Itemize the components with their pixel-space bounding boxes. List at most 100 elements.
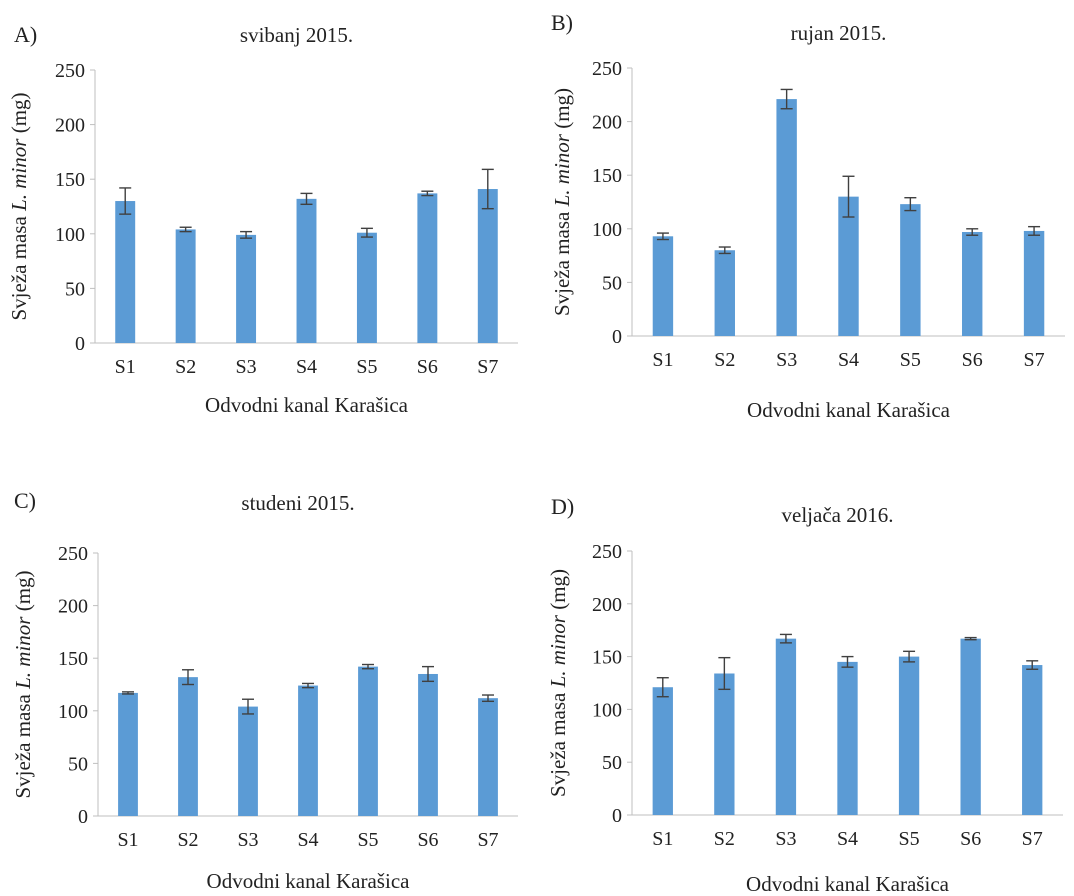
y-tick-label: 100 [592,219,622,241]
bar [236,234,257,343]
x-tick-label: S2 [714,349,735,371]
x-tick-label: S7 [477,356,498,378]
x-axis-label: Odvodni kanal Karašica [205,393,409,417]
chart-panel-c: C) studeni 2015. 0 50 100 150 200 250 S1 S2 S3 S4 S5… [0,448,537,896]
y-tick-label: 50 [602,752,622,774]
bar [417,193,438,343]
y-tick-label: 250 [58,543,88,565]
x-tick-label: S5 [357,829,378,851]
chart-svg: D) veljača 2016. 0 50 100 150 200 250 S1 S2 S3 S4 S5… [546,494,1063,896]
y-axis-label-unit: (mg) [11,570,35,616]
y-tick-label: 50 [68,753,88,775]
chart-panel-b: B) rujan 2015. 0 50 100 150 200 250 S1 S2 S3 S4 S5 S6… [537,0,1074,448]
y-axis-label-prefix: Svježa masa [11,689,35,799]
y-axis-label-prefix: Svježa masa [7,211,31,321]
panel-label: A) [14,22,37,47]
x-tick-label: S7 [1024,349,1045,371]
x-tick-label: S5 [356,356,377,378]
y-tick-label: 150 [55,169,85,191]
bar [652,236,674,336]
bar [962,232,983,336]
y-tick-label: 100 [55,224,85,246]
y-tick-label: 200 [58,596,88,618]
y-axis-label-species: L. minor [7,138,31,212]
x-tick-label: S5 [899,828,920,850]
x-tick-label: S4 [837,828,858,850]
y-tick-label: 150 [58,648,88,670]
x-tick-label: S2 [714,828,735,850]
y-axis-label: Svježa masa L. minor (mg) [11,570,35,798]
y-tick-label: 0 [612,805,622,827]
bar [1022,665,1043,815]
bar [115,201,136,343]
y-axis-label-unit: (mg) [7,92,31,138]
chart-svg: A) svibanj 2015. 0 50 100 150 200 250 S1 S2 S3 S4 S5… [7,22,518,417]
y-tick-label: 150 [592,165,622,187]
y-axis-label: Svježa masa L. minor (mg) [7,92,31,320]
y-axis-label-species: L. minor [11,616,35,690]
x-tick-label: S4 [838,349,859,371]
bar [714,250,735,336]
x-tick-label: S4 [297,829,318,851]
bar [837,661,858,815]
bar [356,232,377,343]
x-tick-label: S1 [652,828,673,850]
x-tick-label: S6 [962,349,983,371]
x-tick-label: S3 [237,829,258,851]
y-tick-label: 200 [592,594,622,616]
x-axis-label: Odvodni kanal Karašica [207,869,411,893]
y-tick-label: 250 [55,60,85,82]
chart-title: veljača 2016. [782,503,894,527]
y-axis-label-unit: (mg) [546,569,570,615]
chart-svg: C) studeni 2015. 0 50 100 150 200 250 S1 S2 S3 S4 S5… [11,488,518,893]
y-tick-label: 0 [78,806,88,828]
x-tick-label: S6 [960,828,981,850]
bar [418,673,438,816]
x-tick-label: S4 [296,356,317,378]
y-axis-label: Svježa masa L. minor (mg) [546,569,570,797]
y-tick-label: 100 [58,701,88,723]
bar [838,196,859,336]
bar [238,706,258,816]
y-tick-label: 250 [592,541,622,563]
y-tick-label: 200 [55,115,85,137]
chart-panel-d: D) veljača 2016. 0 50 100 150 200 250 S1 S2 S3 S4 S5… [537,448,1074,896]
x-tick-label: S1 [115,356,136,378]
y-tick-label: 50 [65,278,85,300]
x-tick-label: S2 [177,829,198,851]
x-tick-label: S7 [1022,828,1043,850]
y-tick-label: 100 [592,699,622,721]
y-axis-label-unit: (mg) [550,88,574,134]
x-axis-label: Odvodni kanal Karašica [747,398,951,422]
bar [477,189,498,343]
x-tick-label: S6 [417,356,438,378]
bar [775,638,797,815]
bar [776,99,797,336]
x-tick-label: S6 [417,829,438,851]
chart-title: studeni 2015. [241,491,354,515]
chart-svg: B) rujan 2015. 0 50 100 150 200 250 S1 S2 S3 S4 S5 S6… [550,10,1065,422]
bar [478,698,498,816]
chart-panel-a: A) svibanj 2015. 0 50 100 150 200 250 S1 S2 S3 S4 S5… [0,0,537,448]
y-tick-label: 250 [592,58,622,80]
bar [960,638,981,815]
bar [714,673,735,815]
bar [118,692,138,816]
y-axis-label-species: L. minor [550,133,574,207]
bar [298,685,318,816]
x-tick-label: S7 [477,829,498,851]
x-tick-label: S3 [776,349,797,371]
y-axis-label-species: L. minor [546,614,570,688]
panel-label: B) [551,10,573,35]
y-tick-label: 150 [592,647,622,669]
x-tick-label: S3 [236,356,257,378]
bar [358,666,378,816]
bar [900,204,921,336]
panel-label: D) [551,494,574,519]
chart-title: svibanj 2015. [240,23,353,47]
y-axis-label-prefix: Svježa masa [550,206,574,316]
x-tick-label: S2 [175,356,196,378]
bar [178,677,198,816]
chart-title: rujan 2015. [791,21,887,45]
panel-label: C) [14,488,36,513]
